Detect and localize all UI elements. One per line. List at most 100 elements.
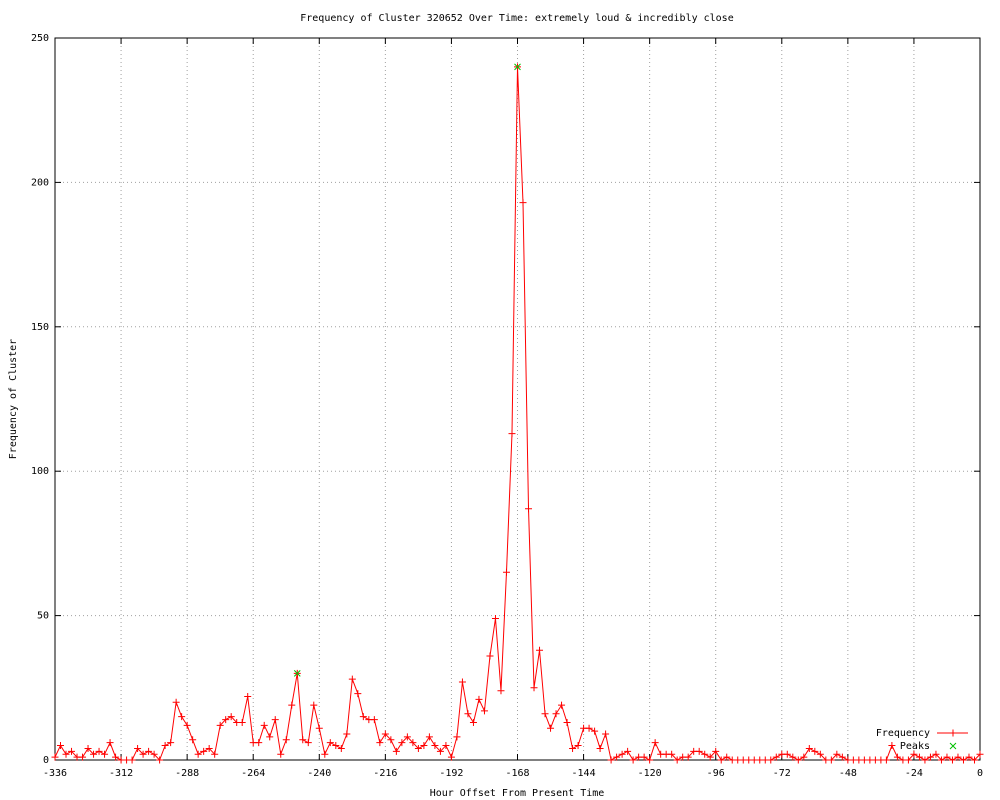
y-tick-label: 50 [37, 611, 49, 622]
point-marker [260, 721, 268, 729]
point-marker [150, 750, 158, 758]
point-marker [277, 750, 285, 758]
point-marker [695, 747, 703, 755]
point-marker [833, 750, 841, 758]
point-marker [370, 716, 378, 724]
point-marker [464, 710, 472, 718]
x-tick-label: -168 [505, 768, 529, 779]
point-marker [354, 690, 362, 698]
x-tick-label: -72 [773, 768, 791, 779]
point-marker [282, 736, 290, 744]
legend-label: Peaks [900, 741, 930, 752]
point-marker [288, 701, 296, 709]
point-marker [156, 756, 164, 764]
point-marker [95, 747, 103, 755]
x-axis-label: Hour Offset From Present Time [430, 788, 605, 799]
point-marker [447, 753, 455, 761]
point-marker [348, 675, 356, 683]
point-marker [469, 718, 477, 726]
point-marker [304, 739, 312, 747]
point-marker [178, 713, 186, 721]
point-marker [359, 713, 367, 721]
point-marker [293, 670, 301, 677]
point-marker [508, 430, 516, 438]
point-marker [948, 756, 956, 764]
point-marker [183, 721, 191, 729]
point-marker [502, 568, 510, 576]
point-marker [436, 747, 444, 755]
point-marker [425, 733, 433, 741]
x-tick-label: -264 [241, 768, 265, 779]
point-marker [134, 744, 142, 752]
point-marker [90, 750, 98, 758]
point-marker [547, 724, 555, 732]
x-tick-label: -48 [839, 768, 857, 779]
point-marker [128, 756, 136, 764]
point-marker [904, 756, 912, 764]
point-marker [591, 727, 599, 735]
plot-frame [54, 37, 981, 761]
point-marker [486, 652, 494, 660]
point-marker [816, 750, 824, 758]
point-marker [783, 750, 791, 758]
point-marker [216, 721, 224, 729]
point-marker [976, 750, 984, 758]
point-marker [453, 733, 461, 741]
point-marker [811, 747, 819, 755]
point-marker [51, 753, 59, 761]
x-tick-label: -96 [707, 768, 725, 779]
point-marker [315, 724, 323, 732]
point-marker [585, 724, 593, 732]
legend-label: Frequency [876, 728, 930, 739]
point-marker [392, 747, 400, 755]
point-marker [629, 756, 637, 764]
point-marker [491, 614, 499, 622]
point-marker [574, 742, 582, 750]
point-marker [238, 718, 246, 726]
point-marker [607, 756, 615, 764]
point-marker [167, 739, 175, 747]
point-marker [431, 742, 439, 750]
point-marker [536, 646, 544, 654]
x-tick-label: -192 [439, 768, 463, 779]
point-marker [409, 739, 417, 747]
x-tick-label: -144 [572, 768, 596, 779]
point-marker [965, 753, 973, 761]
point-marker [101, 750, 109, 758]
point-marker [882, 756, 890, 764]
point-marker [827, 756, 835, 764]
point-marker [139, 750, 147, 758]
point-marker [321, 750, 329, 758]
point-marker [651, 739, 659, 747]
point-marker [893, 753, 901, 761]
point-marker [112, 753, 120, 761]
point-marker [800, 753, 808, 761]
point-marker [926, 753, 934, 761]
y-tick-label: 250 [31, 33, 49, 44]
point-marker [62, 750, 70, 758]
y-tick-label: 150 [31, 322, 49, 333]
y-tick-label: 200 [31, 177, 49, 188]
point-marker [211, 750, 219, 758]
point-marker [106, 739, 114, 747]
point-marker [525, 505, 533, 513]
chart-title: Frequency of Cluster 320652 Over Time: e… [300, 13, 733, 24]
point-marker [381, 730, 389, 738]
point-marker [954, 753, 962, 761]
point-marker [194, 750, 202, 758]
point-marker [458, 678, 466, 686]
point-marker [613, 753, 621, 761]
point-marker [789, 753, 797, 761]
point-marker [706, 753, 714, 761]
point-marker [514, 63, 521, 71]
point-marker [332, 742, 340, 750]
point-marker [959, 756, 967, 764]
point-marker [480, 707, 488, 715]
point-marker [805, 744, 813, 752]
point-marker [189, 736, 197, 744]
x-tick-label: -336 [43, 768, 67, 779]
x-tick-label: -120 [638, 768, 662, 779]
point-marker [910, 750, 918, 758]
y-axis-label: Frequency of Cluster [8, 339, 19, 459]
x-tick-label: -24 [905, 768, 923, 779]
